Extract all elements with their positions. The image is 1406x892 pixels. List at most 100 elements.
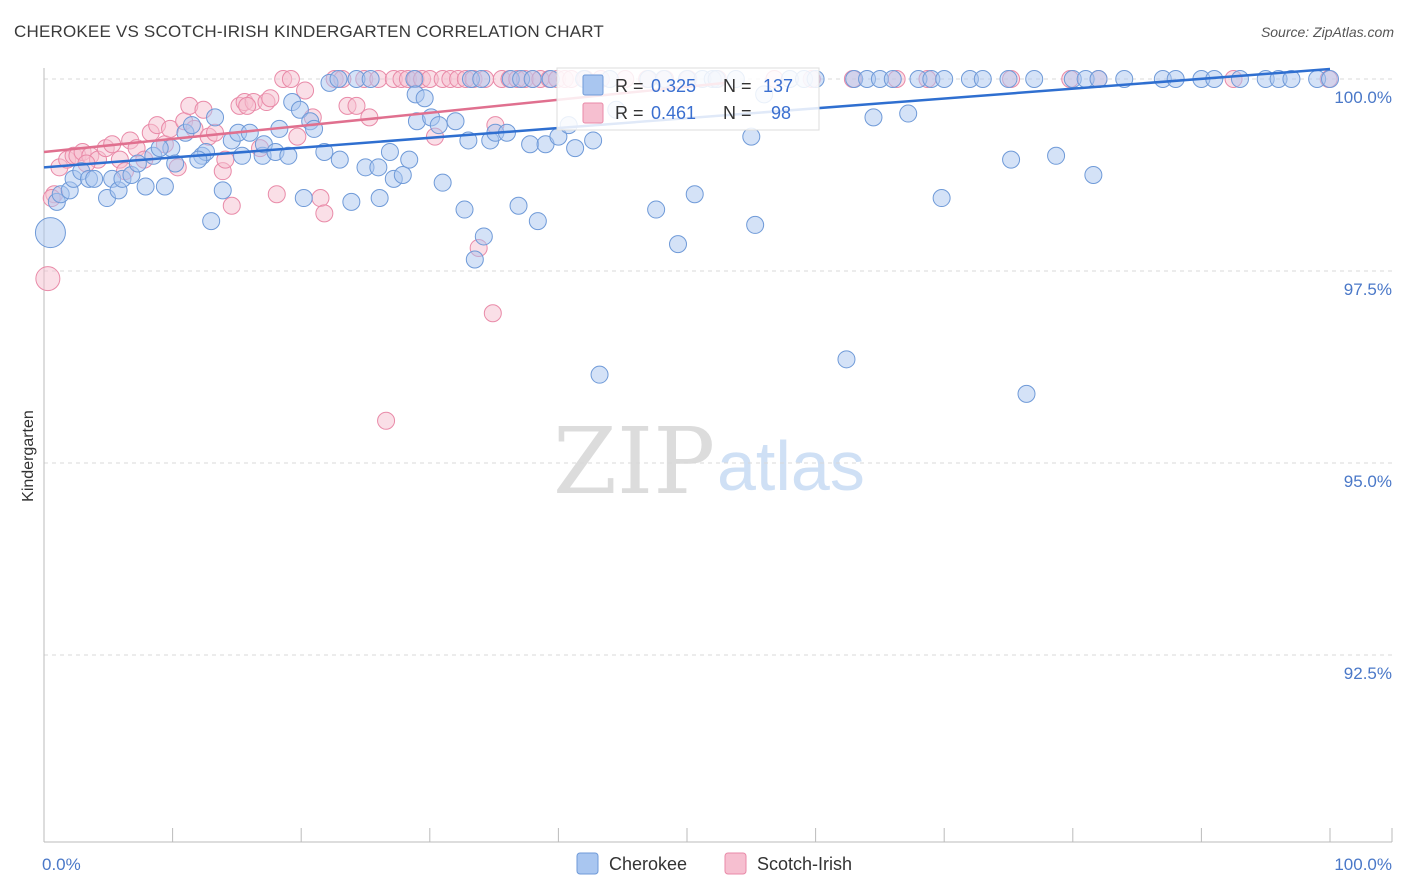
cherokee-point — [1089, 70, 1108, 88]
cherokee-point — [742, 127, 761, 146]
cherokee-point — [136, 177, 155, 196]
cherokee-point — [521, 135, 540, 154]
cherokee-point — [668, 235, 687, 254]
y-tick-label: 95.0% — [1344, 472, 1392, 491]
cherokee-point — [342, 192, 361, 211]
cherokee-point — [400, 150, 419, 169]
y-tick-label: 92.5% — [1344, 664, 1392, 683]
bottom-legend-label-cherokee: Cherokee — [609, 854, 687, 874]
scotch-irish-point — [281, 70, 300, 88]
bottom-legend-label-scotch-irish: Scotch-Irish — [757, 854, 852, 874]
legend-swatch-cherokee — [582, 74, 604, 96]
cherokee-point — [380, 142, 399, 161]
cherokee-point — [932, 189, 951, 208]
x-tick-label-min: 0.0% — [42, 855, 81, 874]
cherokee-point — [279, 146, 298, 165]
watermark-atlas: atlas — [717, 427, 865, 505]
scotch-irish-point — [222, 196, 241, 215]
cherokee-point — [233, 146, 252, 165]
cherokee-point — [85, 169, 104, 188]
series-cherokee — [34, 70, 1339, 403]
legend-r-label-cherokee: R = — [615, 76, 644, 96]
cherokee-point — [166, 154, 185, 173]
cherokee-point — [369, 158, 388, 177]
scotch-irish-point — [483, 304, 502, 323]
scotch-irish-point — [238, 96, 257, 115]
cherokee-point — [1282, 70, 1301, 88]
scotch-irish-point — [267, 185, 286, 204]
y-tick-label: 100.0% — [1334, 88, 1392, 107]
watermark-zip: ZIP — [553, 408, 715, 515]
cherokee-point — [393, 166, 412, 184]
scotch-irish-point — [35, 266, 61, 292]
y-tick-label: 97.5% — [1344, 280, 1392, 299]
cherokee-point — [523, 70, 542, 88]
cherokee-point — [128, 154, 147, 173]
cherokee-point — [590, 365, 609, 384]
cherokee-point — [999, 70, 1018, 88]
cherokee-point — [685, 185, 704, 204]
cherokee-point — [864, 108, 883, 127]
scotch-irish-point — [296, 81, 315, 100]
cherokee-point — [446, 112, 465, 131]
y-tick-labels: 92.5% 95.0% 97.5% 100.0% — [1334, 88, 1392, 683]
y-axis-label: Kindergarten — [20, 410, 37, 502]
cherokee-point — [1166, 70, 1185, 88]
cherokee-point — [1230, 70, 1249, 88]
legend-r-label-scotch-irish: R = — [615, 103, 644, 123]
scotch-irish-point — [288, 127, 307, 146]
cherokee-point — [1321, 70, 1339, 88]
cherokee-point — [647, 200, 666, 219]
scotch-irish-point — [216, 150, 235, 169]
legend-series: Cherokee Scotch-Irish — [576, 852, 852, 875]
x-tick-label-max: 100.0% — [1334, 855, 1392, 874]
cherokee-point — [465, 250, 484, 269]
cherokee-point — [509, 196, 528, 215]
cherokee-point — [202, 212, 221, 231]
scotch-irish-point — [311, 189, 330, 208]
cherokee-point — [1002, 150, 1021, 169]
cherokee-point — [837, 350, 856, 369]
scotch-irish-point — [261, 89, 280, 108]
source-label: Source: ZipAtlas.com — [1260, 24, 1394, 40]
cherokee-point — [1084, 166, 1103, 184]
cherokee-point — [182, 116, 201, 135]
cherokee-point — [155, 177, 174, 196]
cherokee-point — [746, 215, 765, 234]
legend-n-value-scotch-irish: 98 — [771, 103, 791, 123]
cherokee-point — [433, 173, 452, 192]
cherokee-point — [34, 217, 66, 249]
cherokee-point — [566, 139, 585, 158]
cherokee-point — [315, 142, 334, 161]
watermark: ZIP atlas — [553, 408, 865, 515]
cherokee-point — [472, 70, 491, 88]
scotch-irish-point — [315, 204, 334, 223]
cherokee-point — [455, 200, 474, 219]
cherokee-point — [361, 70, 380, 88]
cherokee-point — [370, 189, 389, 208]
cherokee-point — [213, 181, 232, 200]
cherokee-point — [973, 70, 992, 88]
cherokee-point — [528, 212, 547, 231]
legend-r-value-cherokee: 0.325 — [651, 76, 696, 96]
scotch-irish-point — [347, 96, 366, 115]
cherokee-point — [1047, 146, 1066, 165]
cherokee-point — [883, 70, 902, 88]
cherokee-point — [405, 70, 424, 88]
cherokee-point — [1025, 70, 1044, 88]
cherokee-point — [935, 70, 954, 88]
cherokee-point — [206, 108, 225, 127]
legend-r-value-scotch-irish: 0.461 — [651, 103, 696, 123]
cherokee-point — [150, 139, 169, 158]
legend-stats: R = 0.325 N = 137 R = 0.461 N = 98 — [556, 67, 820, 131]
legend-n-label-scotch-irish: N = — [723, 103, 752, 123]
legend-n-value-cherokee: 137 — [763, 76, 793, 96]
cherokee-point — [899, 104, 918, 123]
cherokee-point — [294, 189, 313, 208]
cherokee-point — [1017, 384, 1036, 403]
gridlines — [44, 78, 1392, 656]
cherokee-point — [584, 131, 603, 150]
cherokee-point — [474, 227, 493, 246]
cherokee-point — [290, 100, 309, 119]
